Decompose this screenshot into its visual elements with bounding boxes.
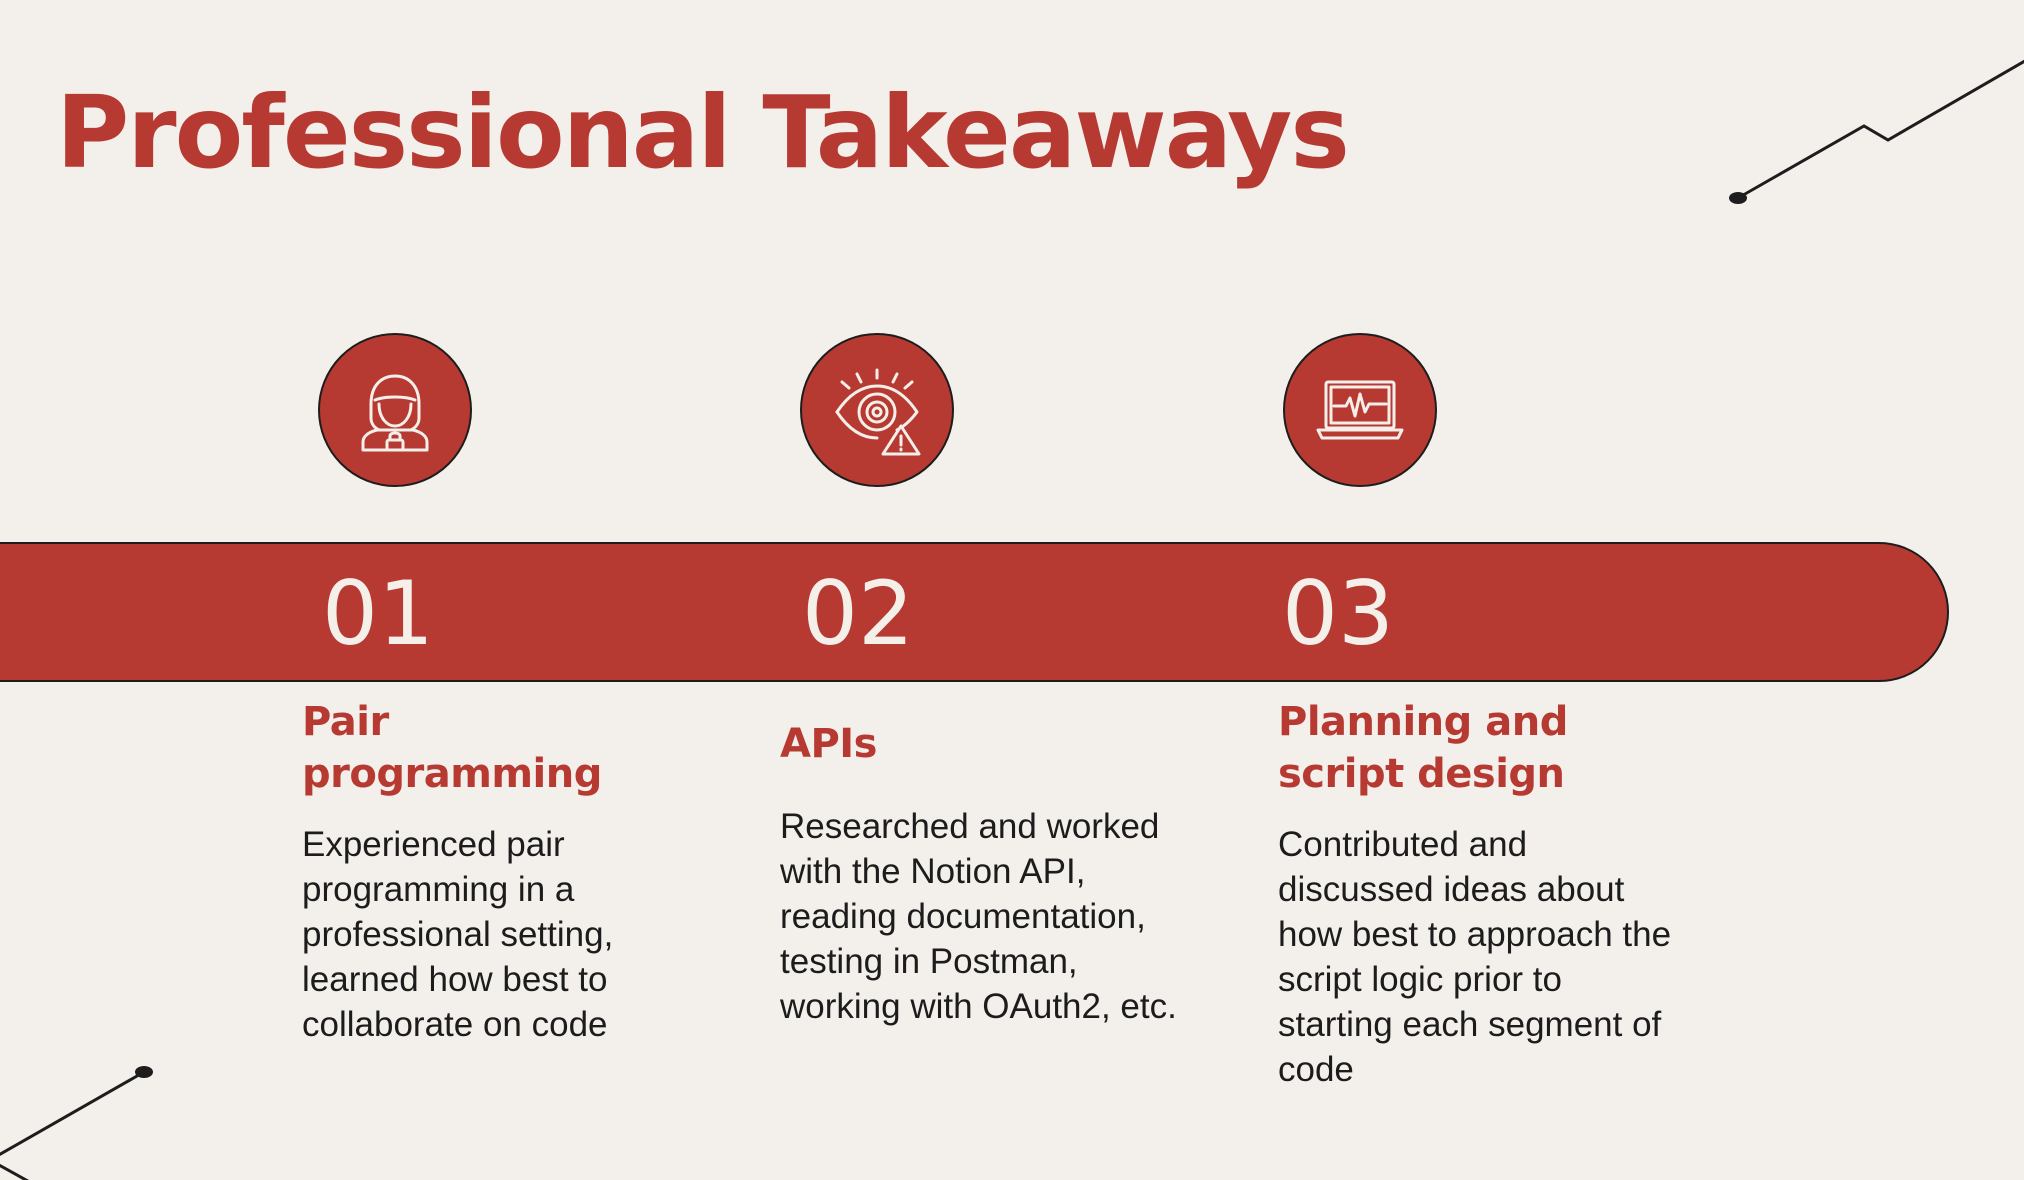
item-description-planning: Contributed and discussed ideas about ho… xyxy=(1278,822,1671,1092)
item-description-apis: Researched and worked with the Notion AP… xyxy=(780,804,1177,1029)
eye-warning-icon xyxy=(800,333,954,487)
description-line: Experienced pair xyxy=(302,825,565,864)
description-line: starting each segment of xyxy=(1278,1005,1662,1044)
description-line: script logic prior to xyxy=(1278,960,1562,999)
step-number-01: 01 xyxy=(322,562,434,665)
description-line: collaborate on code xyxy=(302,1005,608,1044)
item-heading-apis: APIs xyxy=(780,718,877,770)
description-line: reading documentation, xyxy=(780,897,1146,936)
description-line: testing in Postman, xyxy=(780,942,1078,981)
top-right-dot xyxy=(1729,192,1747,204)
description-line: professional setting, xyxy=(302,915,614,954)
description-line: working with OAuth2, etc. xyxy=(780,987,1177,1026)
heading-line: Planning and xyxy=(1278,699,1568,745)
hacker-icon xyxy=(318,333,472,487)
item-heading-pair-programming: Pair programming xyxy=(302,696,602,800)
item-heading-planning: Planning and script design xyxy=(1278,696,1568,800)
description-line: learned how best to xyxy=(302,960,608,999)
heading-line: APIs xyxy=(780,721,877,767)
step-number-02: 02 xyxy=(802,562,914,665)
laptop-heartbeat-icon xyxy=(1283,333,1437,487)
description-line: how best to approach the xyxy=(1278,915,1672,954)
timeline-band xyxy=(0,542,1949,682)
bottom-left-line xyxy=(0,1070,145,1157)
page-title: Professional Takeaways xyxy=(56,74,1350,191)
item-description-pair-programming: Experienced pair programming in a profes… xyxy=(302,822,613,1047)
description-line: Researched and worked xyxy=(780,807,1160,846)
heading-line: script design xyxy=(1278,751,1565,797)
description-line: code xyxy=(1278,1050,1354,1089)
heading-line: programming xyxy=(302,751,602,797)
description-line: programming in a xyxy=(302,870,575,909)
top-right-line xyxy=(1737,59,2024,200)
description-line: with the Notion API, xyxy=(780,852,1086,891)
description-line: Contributed and xyxy=(1278,825,1528,864)
description-line: discussed ideas about xyxy=(1278,870,1625,909)
step-number-03: 03 xyxy=(1282,562,1394,665)
heading-line: Pair xyxy=(302,699,389,745)
bottom-left-line-2 xyxy=(0,1163,30,1180)
bottom-left-dot xyxy=(135,1066,153,1078)
